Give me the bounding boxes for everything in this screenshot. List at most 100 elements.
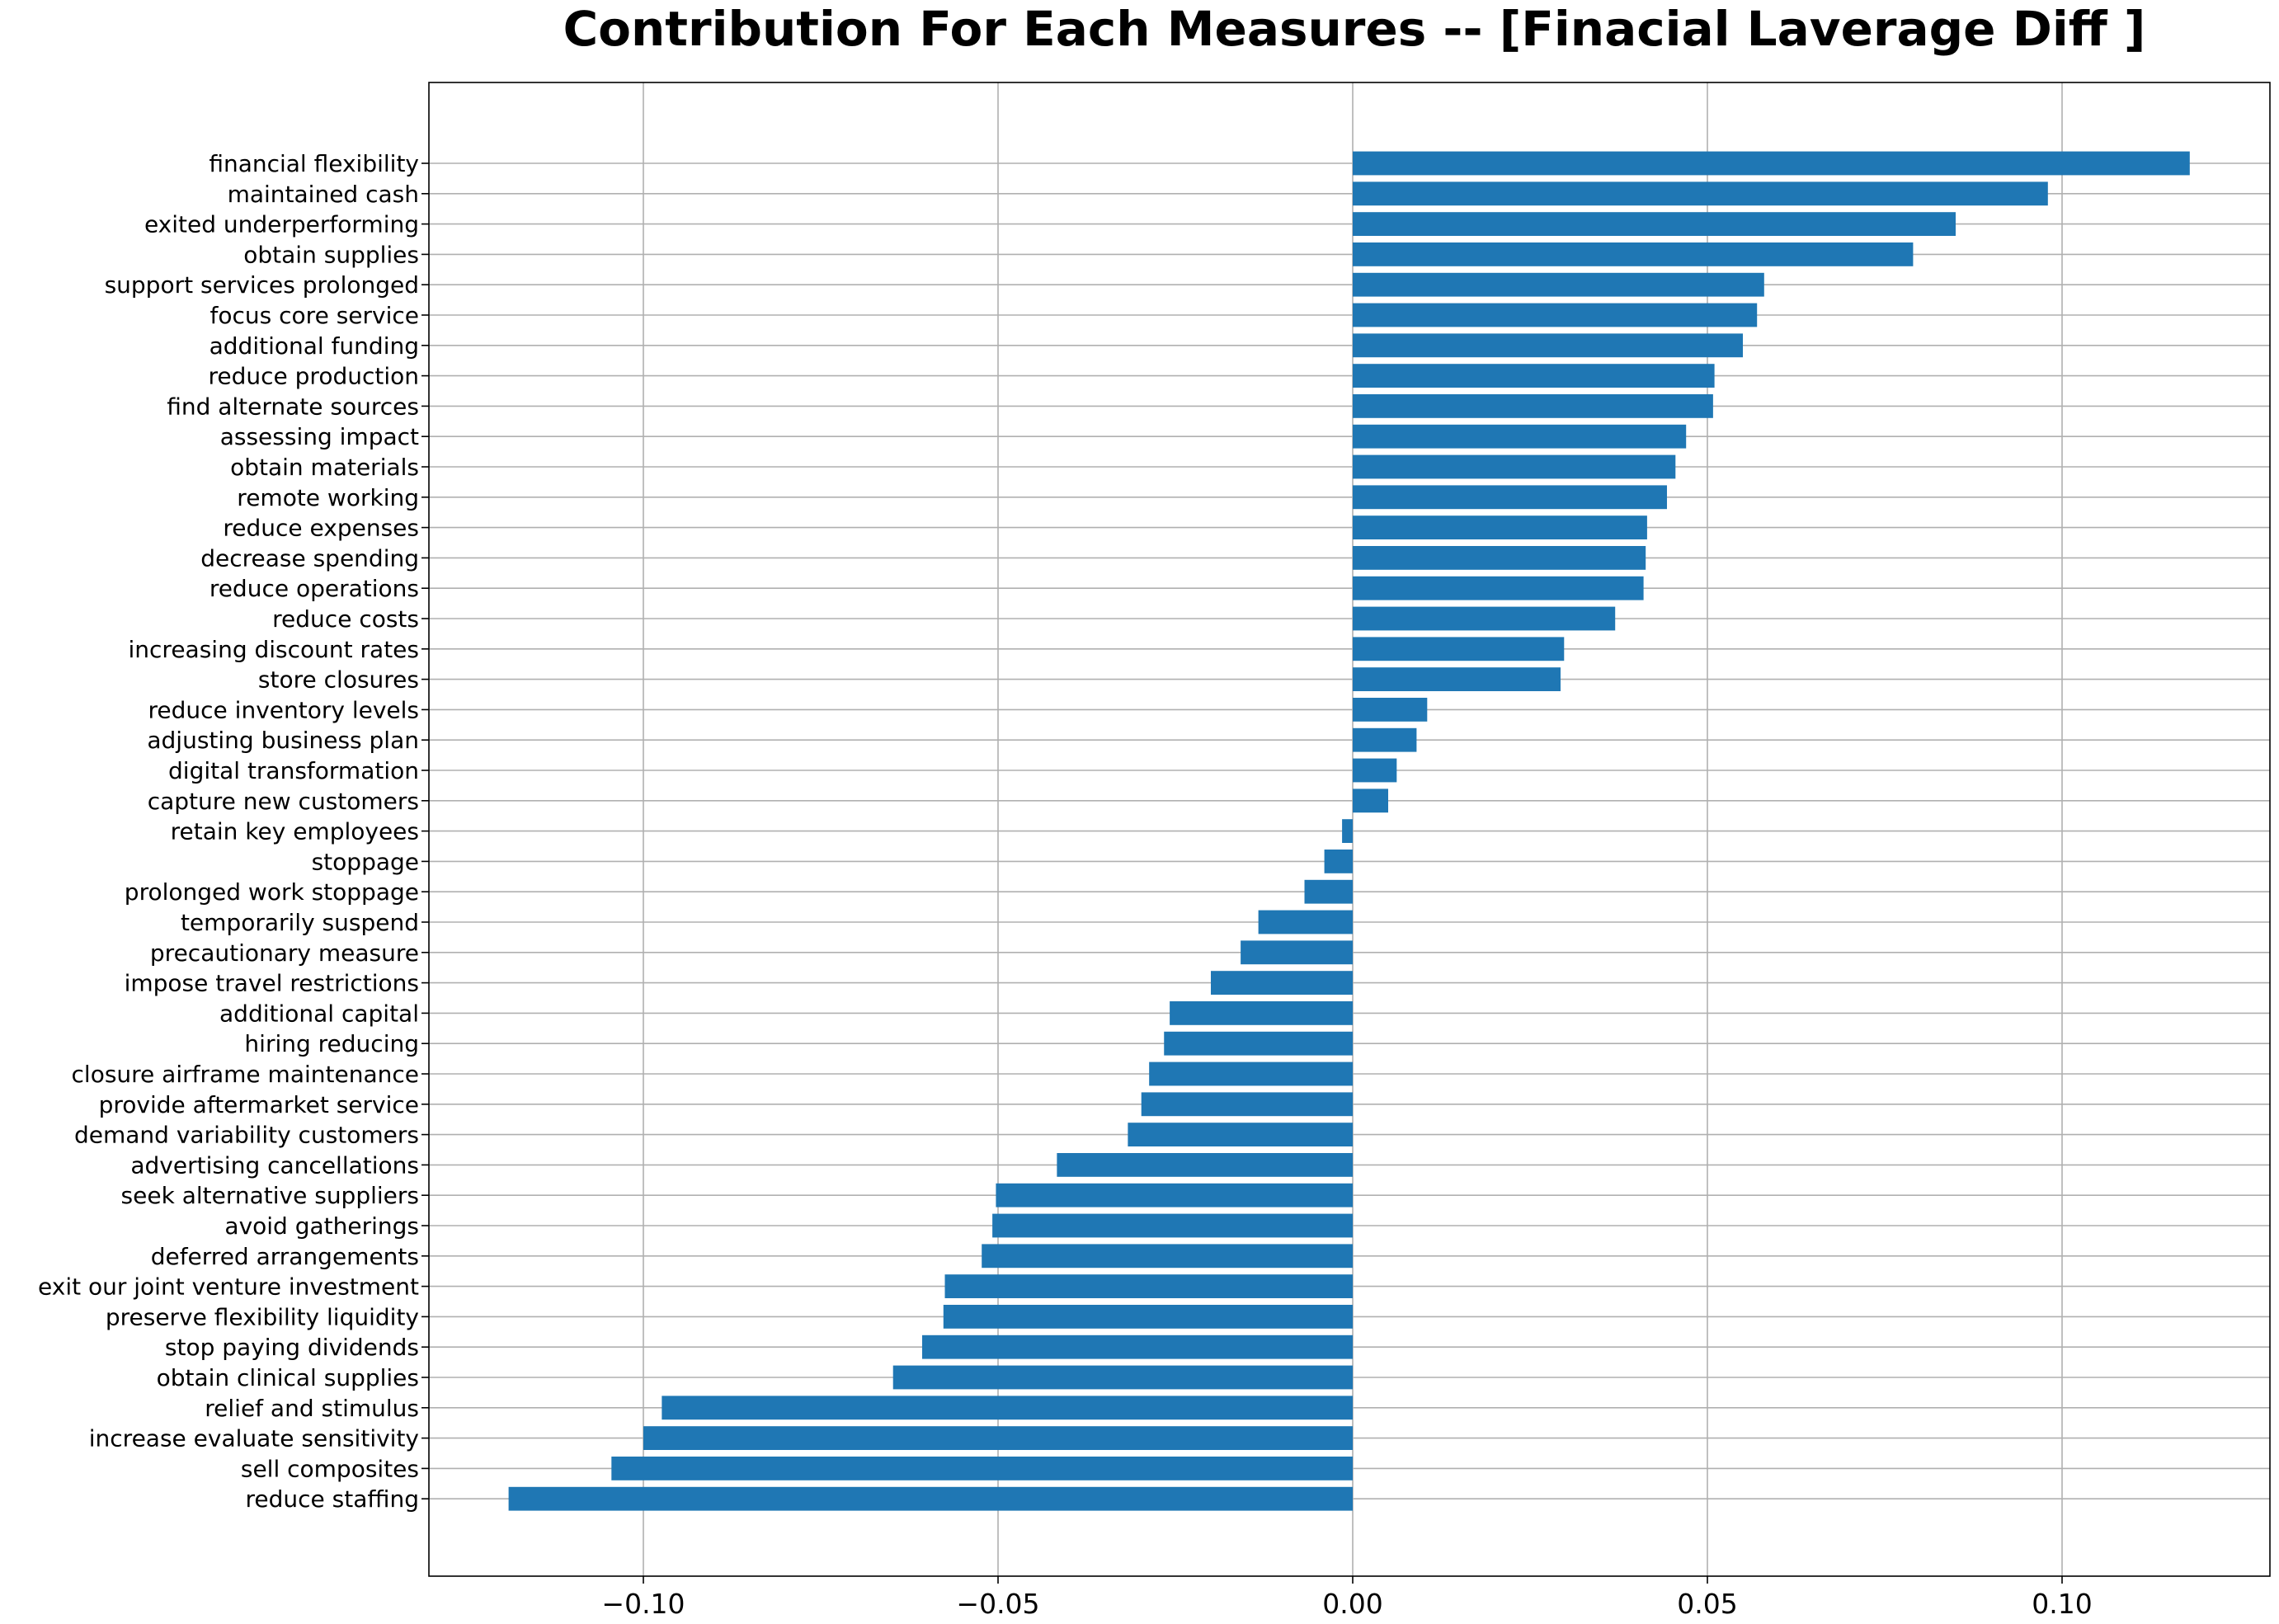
x-tick-labels: −0.10 −0.05 0.00 0.05 0.10 [601,1576,2093,1620]
bar [1353,364,1715,388]
y-tick-label: financial flexibility [209,150,419,177]
bar [1353,212,1956,236]
y-tick-label: sell composites [241,1455,419,1482]
bar [1353,637,1565,661]
bar [1141,1092,1353,1117]
bar [1057,1153,1353,1177]
y-tick-label: temporarily suspend [181,909,419,936]
bar [1342,819,1353,843]
y-tick-label: deferred arrangements [151,1243,419,1270]
bar [1353,515,1647,539]
bar [1353,303,1758,327]
y-tick-label: digital transformation [168,757,419,784]
y-tick-label: exit our joint venture investment [38,1273,419,1301]
plot-frame [428,82,2271,1577]
bar [1149,1061,1353,1086]
y-tick-label: avoid gatherings [224,1212,419,1240]
y-tick-label: demand variability customers [74,1122,419,1149]
y-tick-label: additional funding [210,332,419,360]
y-tick-label: obtain materials [230,454,419,481]
y-tick-label: support services prolonged [105,271,419,299]
bar [508,1486,1353,1511]
y-tick-label: obtain supplies [243,241,419,268]
bar [1353,333,1743,358]
y-tick-label: focus core service [210,302,419,329]
y-tick-label: advertising cancellations [130,1151,419,1179]
y-tick-label: reduce costs [272,605,419,633]
bar [1353,424,1687,449]
bar [1304,879,1353,904]
y-tick-label: seek alternative suppliers [121,1182,419,1209]
y-tick-label: store closures [258,666,419,694]
y-tick-label: closure airframe maintenance [72,1061,419,1088]
bar [943,1305,1353,1329]
y-tick-label: relief and stimulus [205,1395,419,1422]
bar [1353,758,1397,783]
y-tick-label: additional capital [219,1000,419,1027]
y-tick-label: stop paying dividends [165,1334,419,1361]
bar [982,1244,1353,1269]
bar [1353,788,1388,813]
y-tick-label: reduce expenses [223,515,419,542]
x-tick-label: 0.05 [1677,1588,1737,1620]
bar [1353,546,1646,570]
bar [1353,151,2190,176]
bar [1241,940,1353,965]
bar [892,1365,1353,1390]
y-tick-label: maintained cash [228,181,419,208]
y-tick-label: exited underperforming [144,211,419,238]
bar [611,1457,1353,1480]
y-tick-label: adjusting business plan [147,727,419,754]
y-tick-label: assessing impact [220,423,419,450]
y-tick-label: provide aftermarket service [99,1091,419,1118]
bar [1353,242,1914,266]
bar [992,1213,1353,1238]
y-tick-label: reduce production [208,363,419,390]
bar [921,1335,1353,1359]
y-tick-label: reduce staffing [246,1485,419,1513]
y-tick-label: obtain clinical supplies [157,1364,419,1391]
bar [1353,181,2048,206]
bar [1211,971,1353,995]
bar [1353,272,1764,297]
x-tick-label: 0.10 [2032,1588,2092,1620]
y-tick-label: stoppage [312,848,419,875]
y-tick-label: increasing discount rates [129,636,420,663]
y-tick-label: remote working [237,484,419,511]
chart-title: Contribution For Each Measures -- [Finac… [563,1,2146,57]
y-tick-label: preserve flexibility liquidity [106,1303,419,1330]
bar [1353,454,1676,479]
y-tick-label: reduce inventory levels [148,696,420,723]
bar [1164,1031,1353,1056]
bar [1170,1001,1353,1025]
y-tick-label: hiring reducing [244,1030,419,1057]
y-tick-label: retain key employees [171,818,419,845]
x-tick-label: −0.10 [601,1588,685,1620]
bar [662,1396,1353,1420]
x-tick-label: 0.00 [1322,1588,1382,1620]
bar [1353,576,1644,600]
y-tick-label: capture new customers [148,788,419,815]
bar [1353,394,1713,418]
bars [508,151,2190,1511]
y-tick-label: impose travel restrictions [125,970,419,997]
y-tick-label: find alternate sources [167,393,419,420]
y-tick-label: reduce operations [210,575,419,602]
grid-lines [429,82,2270,1576]
bar [1258,910,1353,934]
bar [944,1274,1353,1298]
y-tick-labels: financial flexibility maintained cash exit… [38,150,429,1513]
y-tick-label: prolonged work stoppage [125,878,419,906]
y-tick-label: decrease spending [200,544,419,572]
bar [643,1426,1353,1450]
y-tick-label: precautionary measure [150,939,419,967]
bar [1324,850,1353,873]
x-tick-label: −0.05 [956,1588,1039,1620]
bar [1128,1123,1353,1146]
bar [1353,698,1428,722]
bar [1353,485,1667,510]
bar [1353,727,1417,752]
bar [1353,606,1616,631]
y-tick-label: increase evaluate sensitivity [89,1425,419,1452]
bar [1353,667,1561,691]
